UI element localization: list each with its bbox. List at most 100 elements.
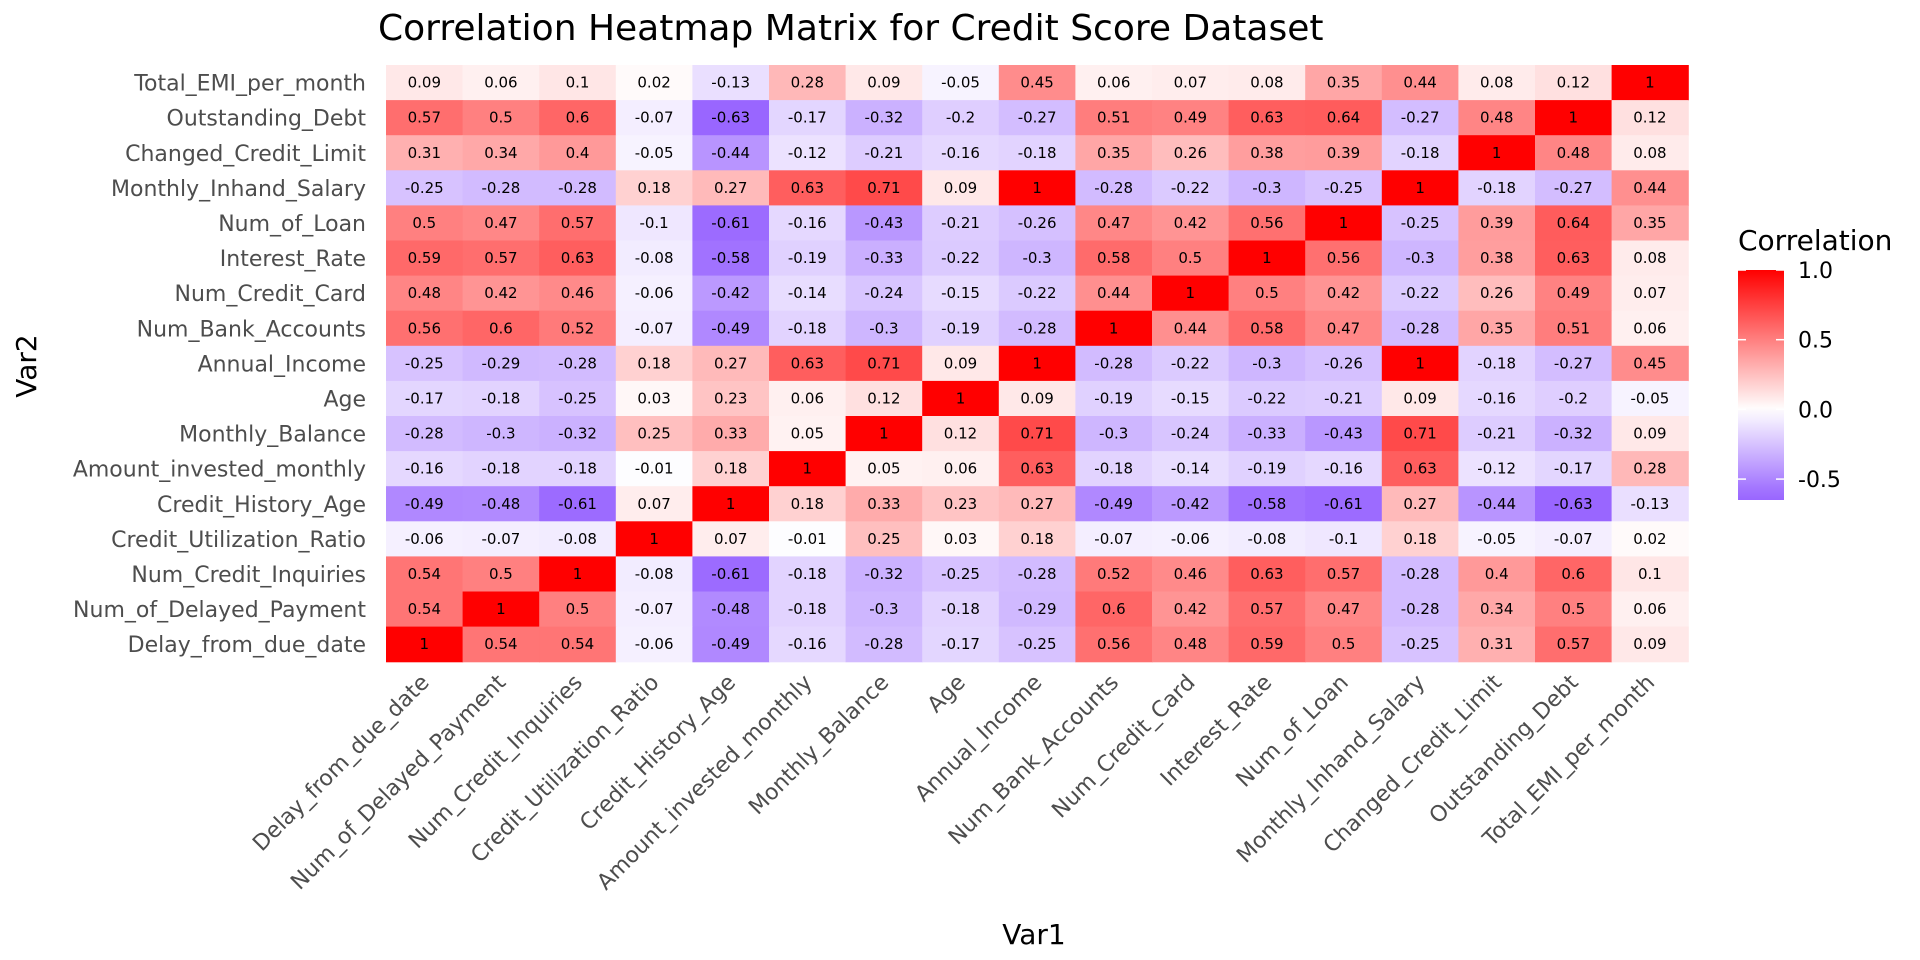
- y-tick-label: Amount_invested_monthly: [73, 458, 366, 483]
- heatmap-cell-label: -0.16: [788, 214, 827, 232]
- heatmap-cell: [1611, 205, 1689, 242]
- heatmap-cell: [692, 205, 770, 242]
- heatmap-cell: [692, 100, 770, 136]
- heatmap-cell-label: 0.5: [489, 109, 513, 127]
- heatmap-cell: [1611, 135, 1689, 171]
- heatmap-cell: [1611, 486, 1689, 522]
- heatmap-cell: [845, 486, 923, 522]
- heatmap-cell: [1535, 240, 1613, 277]
- heatmap-cell: [1075, 451, 1153, 487]
- heatmap-cell: [539, 345, 617, 382]
- heatmap-cell: [922, 135, 1000, 171]
- y-tick-label: Num_Bank_Accounts: [137, 317, 366, 342]
- heatmap-cell: [615, 521, 693, 557]
- heatmap-cell-label: 0.27: [714, 354, 747, 372]
- heatmap-cell: [1305, 240, 1383, 277]
- heatmap-cell-label: 0.63: [791, 354, 824, 372]
- heatmap-cell-label: -0.18: [788, 565, 827, 583]
- heatmap-cell: [1152, 521, 1230, 557]
- y-tick-label: Num_of_Delayed_Payment: [73, 598, 366, 623]
- heatmap-cell-label: -0.28: [558, 179, 597, 197]
- heatmap-cell: [1228, 345, 1306, 382]
- heatmap-cell-label: -0.18: [481, 460, 520, 478]
- heatmap-cell-label: -0.06: [1171, 530, 1210, 548]
- heatmap-cell-label: 0.26: [1480, 284, 1513, 302]
- heatmap-cell-label: -0.05: [1477, 530, 1516, 548]
- heatmap-cell: [1305, 556, 1383, 593]
- heatmap-cell: [1535, 100, 1613, 136]
- heatmap-cell-label: 0.18: [1020, 530, 1053, 548]
- heatmap-cell: [386, 345, 464, 382]
- heatmap-cell-label: 0.5: [1332, 635, 1356, 653]
- heatmap-cell-label: -0.14: [1171, 460, 1210, 478]
- heatmap-cell: [1458, 205, 1536, 242]
- heatmap-cell-label: -0.19: [941, 319, 980, 337]
- heatmap-cell-label: 1: [1339, 214, 1349, 232]
- heatmap-cell: [1075, 556, 1153, 593]
- heatmap-cell: [1152, 626, 1230, 663]
- heatmap-cell: [845, 591, 923, 628]
- legend-ticks: 1.0 0.5 0.0 -0.5: [1738, 259, 1841, 493]
- heatmap-cell-label: -0.08: [635, 249, 674, 267]
- heatmap-cell-label: -0.18: [788, 600, 827, 618]
- heatmap-cell-label: 0.44: [1097, 284, 1130, 302]
- heatmap-cell-label: 0.31: [1480, 635, 1513, 653]
- heatmap-cell-label: -0.58: [711, 249, 750, 267]
- y-tick-label: Annual_Income: [198, 352, 366, 377]
- heatmap-cell-label: -0.22: [1401, 284, 1440, 302]
- heatmap-cell-label: -0.43: [1324, 425, 1363, 443]
- heatmap-cell: [462, 626, 540, 663]
- heatmap-cell: [692, 416, 770, 452]
- heatmap-cell: [615, 170, 693, 206]
- heatmap-cell-label: 0.28: [791, 74, 824, 92]
- heatmap-cell: [1305, 275, 1383, 312]
- heatmap-cell-label: -0.18: [1477, 179, 1516, 197]
- y-tick-label: Outstanding_Debt: [167, 107, 367, 132]
- heatmap-cell-labels: 0.09 0.06 0.1 0.02 -0.13 0.28 0.09 -0.05 0.45 0.0…: [405, 74, 1669, 654]
- heatmap-cell: [1075, 345, 1153, 382]
- heatmap-cell-label: 0.27: [714, 179, 747, 197]
- heatmap-cell-label: 0.54: [561, 635, 594, 653]
- heatmap-cell: [1458, 135, 1536, 171]
- heatmap-cell-label: 0.18: [637, 179, 670, 197]
- heatmap-cell-label: 0.5: [1178, 249, 1202, 267]
- heatmap-cell-label: -0.32: [864, 109, 903, 127]
- heatmap-cell: [998, 345, 1076, 382]
- heatmap-cell: [1458, 345, 1536, 382]
- heatmap-cell-label: 0.56: [408, 319, 441, 337]
- heatmap-cell-label: 0.71: [867, 179, 900, 197]
- heatmap-cell: [539, 380, 617, 417]
- heatmap-cell-label: 1: [1492, 144, 1502, 162]
- heatmap-cell-label: 1: [420, 635, 430, 653]
- heatmap-cell-label: 0.06: [1633, 319, 1666, 337]
- heatmap-cell: [539, 275, 617, 312]
- legend-title: Correlation: [1738, 224, 1892, 257]
- heatmap-cell-label: -0.06: [405, 530, 444, 548]
- heatmap-cell: [769, 451, 847, 487]
- heatmap-cell: [769, 310, 847, 347]
- heatmap-cell: [1228, 135, 1306, 171]
- heatmap-cell: [615, 345, 693, 382]
- heatmap-cell-label: 0.33: [867, 495, 900, 513]
- heatmap-cell: [386, 451, 464, 487]
- legend-tick-label: -0.5: [1798, 468, 1841, 493]
- heatmap-cell-label: -0.15: [941, 284, 980, 302]
- heatmap-cell: [1075, 135, 1153, 171]
- heatmap-cell-label: -0.16: [941, 144, 980, 162]
- heatmap-cell-label: -0.25: [941, 565, 980, 583]
- heatmap-cell: [769, 345, 847, 382]
- heatmap-cell-label: 0.39: [1327, 144, 1360, 162]
- heatmap-cell: [386, 416, 464, 452]
- heatmap-cell-label: 0.35: [1480, 319, 1513, 337]
- heatmap-cell: [1075, 240, 1153, 277]
- heatmap-cell: [539, 556, 617, 593]
- heatmap-cell-label: -0.3: [1405, 249, 1434, 267]
- heatmap-cell-label: 0.54: [408, 565, 441, 583]
- heatmap-cell: [386, 135, 464, 171]
- heatmap-cell: [1535, 416, 1613, 452]
- heatmap-cell: [1458, 275, 1536, 312]
- heatmap-cell-label: 1: [726, 495, 736, 513]
- heatmap-cell: [692, 486, 770, 522]
- heatmap-cell: [769, 100, 847, 136]
- heatmap-cell: [692, 626, 770, 663]
